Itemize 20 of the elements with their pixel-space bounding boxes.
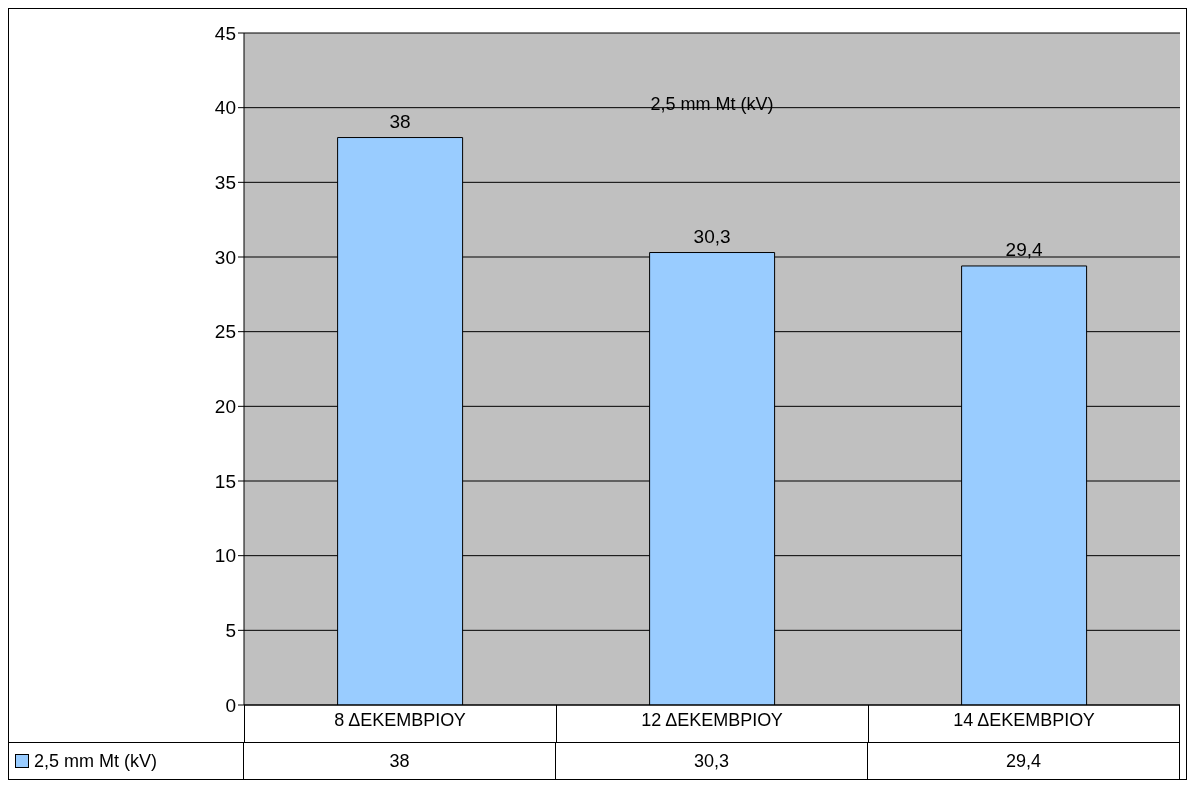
y-tick-label: 10 (214, 545, 236, 567)
y-tick-label: 5 (225, 620, 236, 642)
y-tick-label: 0 (225, 694, 236, 716)
y-tick-label: 30 (214, 246, 236, 268)
text: 38 (389, 110, 411, 132)
y-tick-label: 40 (214, 97, 236, 119)
data-label: 38 (244, 743, 556, 779)
text: 30,3 (693, 225, 731, 247)
y-tick-label: 25 (214, 321, 236, 343)
x-tick-label: 14 ΔΕΚΕΜΒΡΙΟΥ (953, 709, 1095, 730)
y-tick-label: 35 (214, 172, 236, 194)
y-tick-label: 15 (214, 470, 236, 492)
y-tick-label: 20 (214, 396, 236, 418)
y-tick-label: 45 (214, 22, 236, 44)
x-tick-label: 8 ΔΕΚΕΜΒΡΙΟΥ (334, 709, 466, 730)
data-label: 29,4 (868, 743, 1180, 779)
data-label: 30,3 (556, 743, 868, 779)
x-tick-label: 12 ΔΕΚΕΜΒΡΙΟΥ (641, 709, 783, 730)
text: 29,4 (1005, 238, 1043, 260)
legend-label: 2,5 mm Mt (kV) (34, 750, 158, 772)
